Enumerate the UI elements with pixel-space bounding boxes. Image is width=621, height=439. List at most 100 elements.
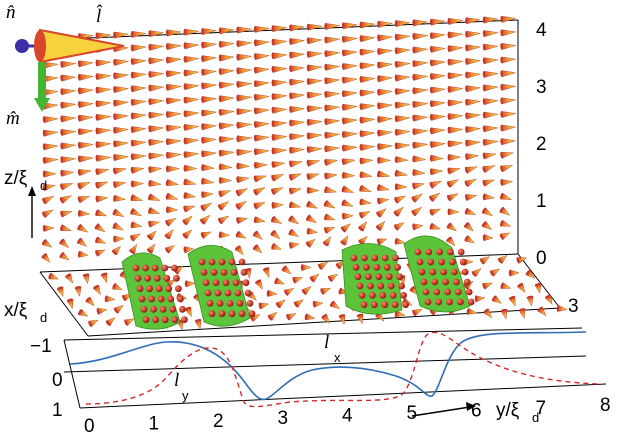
cone-vector [394,310,406,318]
cone-vector [130,180,145,188]
domain-dot [414,248,422,256]
cone-vector [481,207,493,217]
cone-vector [148,30,164,38]
z-direction-arrow [28,186,36,238]
cone-vector [357,221,368,232]
cone-vector [113,140,129,148]
cone-vector [500,282,512,289]
domain-dot [236,299,244,307]
cone-vector [500,179,514,186]
domain-dot [449,258,456,266]
cone-vector [324,213,336,221]
cone-vector [306,214,318,224]
cone-vector [518,308,526,319]
cone-vector [271,147,287,155]
cone-vector [306,78,323,86]
cone-vector [201,82,217,90]
cone-vector [359,76,375,83]
cone-vector [301,286,312,296]
n-vector-icon [15,39,29,53]
cone-vector [289,201,302,209]
domain-dot [206,299,214,307]
domain-dot [226,299,234,307]
cone-vector [60,142,76,150]
cone-vector [218,149,235,157]
cone-vector [447,72,463,80]
cone-vector [95,236,107,244]
cone-vector [183,28,199,36]
cone-vector [359,198,372,206]
domain-dots [132,248,475,324]
cone-vector [482,282,493,290]
cone-vector [77,223,89,233]
domain-dot [377,282,385,290]
domain-dot [218,258,226,266]
cone-vector [500,97,516,105]
cone-vector [95,141,111,149]
domain-dot [167,295,175,303]
cone-vector [324,50,340,58]
cone-vector [481,221,493,230]
cone-vector [500,111,516,118]
z-tick-label: 3 [536,77,547,98]
cone-vector [508,295,516,307]
domain-dot [457,248,465,256]
domain-dot [433,288,441,296]
domain-dot [467,298,475,306]
domain-dot [435,298,443,306]
cone-vector [95,209,108,217]
cone-vector [271,25,287,33]
cone-vector [288,215,300,225]
domain-dot [350,254,358,262]
cone-vector [148,84,164,92]
cone-vector [201,55,217,63]
cone-vector [218,190,232,198]
cone-vector [42,170,57,178]
cone-vector [482,30,499,38]
y-tick-label: 8 [600,395,611,416]
domain-dot [402,301,409,309]
cone-vector [429,192,441,202]
cone-vector [465,17,481,25]
cone-vector [253,202,266,210]
cone-vector [113,31,129,39]
domain-dot [427,258,435,266]
cone-vector [447,113,463,121]
cone-vector [429,86,446,94]
cone-vector [201,28,217,35]
cone-vector [447,126,463,134]
cone-vector [183,83,199,91]
cone-vector [289,187,302,195]
cone-vector [95,86,111,94]
z-tick-label: 0 [536,248,547,269]
cone-vector [165,138,182,146]
cone-vector [60,61,76,68]
ly-curve-label: l [174,370,179,391]
cone-vector [77,196,91,204]
domain-dot [161,316,169,324]
cone-vector [482,234,494,242]
cone-vector [266,289,278,297]
cone-vector [271,38,287,46]
y-tick-label: 2 [213,411,224,432]
cone-vector [499,232,511,241]
cone-vector [113,86,129,93]
cone-vector [95,114,111,121]
cone-vector [60,101,76,109]
y-tick-label: 3 [278,408,289,429]
x-axis-sub: d [40,310,47,325]
cone-vector [377,129,393,137]
cone-vector [359,157,374,165]
lx-curve-sub: x [334,350,341,365]
cone-vector [377,143,393,151]
cone-vector [289,133,305,141]
cone-vector [200,202,213,212]
cone-vector [113,58,129,66]
x-axis-label: x/ξ [4,300,28,321]
cone-vector [271,93,287,101]
cone-vector [182,229,193,239]
cone-vector [465,112,481,120]
cone-field [41,15,568,331]
cone-vector [341,49,358,57]
